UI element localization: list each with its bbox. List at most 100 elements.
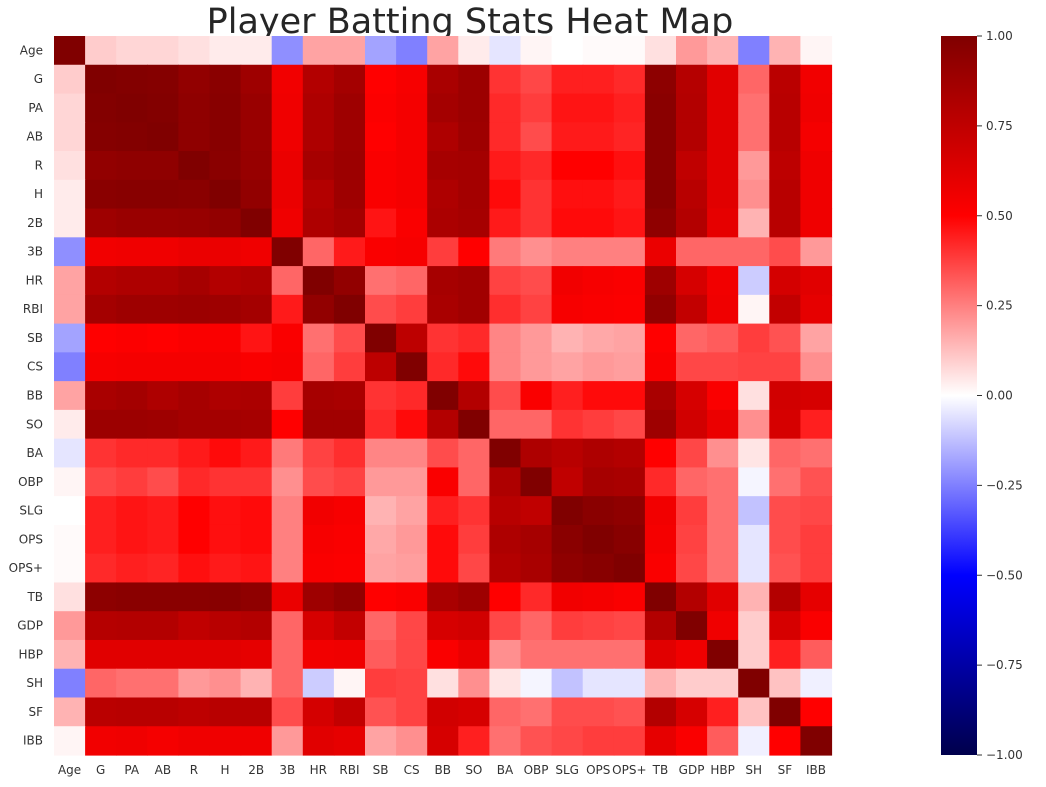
heatmap-cell-RBI-IBB	[800, 294, 833, 325]
heatmap-cell-3B-Age	[54, 237, 86, 267]
heatmap-cell-2B-PA	[116, 208, 148, 238]
heatmap-cell-CS-OPS	[582, 352, 615, 382]
heatmap-cell-HBP-3B	[271, 639, 304, 670]
y-tick-label: SO	[26, 417, 43, 431]
heatmap-cell-SH-RBI	[333, 668, 366, 699]
heatmap-cell-HBP-AB	[147, 639, 179, 670]
heatmap-cell-H-RBI	[333, 179, 366, 210]
x-tick-label: HR	[310, 763, 327, 777]
heatmap-cell-HBP-SLG	[551, 639, 584, 670]
heatmap-cell-TB-SF	[769, 582, 801, 612]
heatmap-cell-RBI-OPS	[582, 294, 615, 325]
heatmap-cell-R-CS	[396, 151, 428, 181]
colorbar-gradient	[941, 36, 977, 755]
heatmap-cell-GDP-SH	[738, 611, 770, 641]
heatmap-cell-BB-G	[85, 381, 117, 411]
colorbar-tick-label: −0.50	[986, 568, 1023, 582]
heatmap-cell-2B-SB	[365, 208, 397, 238]
heatmap-cell-HR-R	[178, 266, 211, 296]
heatmap-cell-H-3B	[271, 179, 304, 210]
heatmap-cell-2B-OPS	[582, 208, 615, 238]
heatmap-cell-R-BA	[489, 151, 522, 181]
heatmap-cell-3B-HBP	[707, 237, 739, 267]
heatmap-cell-AB-PA	[116, 122, 148, 152]
heatmap-cell-SB-HBP	[707, 323, 739, 353]
heatmap-cell-3B-SLG	[551, 237, 584, 267]
heatmap-cell-R-R	[178, 151, 211, 181]
heatmap-cell-PA-OPS+	[613, 93, 646, 123]
heatmap-cell-Age-IBB	[800, 36, 833, 66]
heatmap-cell-HR-H	[209, 266, 242, 296]
heatmap-cell-HBP-Age	[54, 639, 86, 670]
heatmap-cell-Age-BB	[427, 36, 459, 66]
heatmap-cell-TB-SO	[458, 582, 490, 612]
y-tick-label: SH	[26, 676, 43, 690]
heatmap-cell-BB-OPS+	[613, 381, 646, 411]
heatmap-cell-H-H	[209, 179, 242, 210]
y-tick-label: TB	[26, 590, 43, 604]
heatmap-cell-GDP-OBP	[520, 611, 553, 641]
heatmap-cell-R-SB	[365, 151, 397, 181]
heatmap-cell-HR-G	[85, 266, 117, 296]
heatmap-cell-IBB-G	[85, 726, 117, 756]
heatmap-cell-PA-AB	[147, 93, 179, 123]
heatmap-cell-GDP-SF	[769, 611, 801, 641]
heatmap-cell-G-2B	[240, 64, 273, 95]
x-tick-label: H	[221, 763, 230, 777]
heatmap-cell-SB-R	[178, 323, 211, 353]
heatmap-cell-SB-RBI	[333, 323, 366, 353]
heatmap-cell-PA-OBP	[520, 93, 553, 123]
heatmap-cell-SB-2B	[240, 323, 273, 353]
heatmap-cell-BB-SF	[769, 381, 801, 411]
heatmap-cell-PA-IBB	[800, 93, 833, 123]
heatmap-cell-G-HR	[302, 64, 335, 95]
heatmap-cell-SO-H	[209, 409, 242, 440]
heatmap-cell-SO-SO	[458, 409, 490, 440]
x-tick-label: R	[190, 763, 198, 777]
heatmap-cell-BA-IBB	[800, 438, 833, 468]
heatmap-cell-SLG-Age	[54, 496, 86, 526]
heatmap-cell-Age-HBP	[707, 36, 739, 66]
heatmap-cell-HR-OPS+	[613, 266, 646, 296]
heatmap-cell-H-SH	[738, 179, 770, 210]
heatmap-cell-TB-G	[85, 582, 117, 612]
x-tick-label: SF	[778, 763, 793, 777]
heatmap-cell-SF-GDP	[676, 697, 708, 727]
colorbar-ticks: 1.00 0.75 0.50 0.25 0.00 −0.25 −0.50 −0.75 −1.00	[977, 29, 1023, 762]
heatmap-cell-H-IBB	[800, 179, 833, 210]
heatmap-cell-OBP-SLG	[551, 467, 584, 497]
x-tick-label: GDP	[679, 763, 705, 777]
heatmap-cell-H-SLG	[551, 179, 584, 210]
heatmap-cell-OPS-TB	[644, 524, 677, 555]
heatmap-cell-RBI-SO	[458, 294, 490, 325]
heatmap-cell-R-IBB	[800, 151, 833, 181]
heatmap-cell-RBI-BB	[427, 294, 459, 325]
heatmap-cell-SF-SLG	[551, 697, 584, 727]
heatmap-cell-AB-R	[178, 122, 211, 152]
heatmap-cell-BA-BA	[489, 438, 522, 468]
heatmap-cell-SO-AB	[147, 409, 179, 440]
heatmap-cell-Age-SB	[365, 36, 397, 66]
heatmap-cell-SLG-SB	[365, 496, 397, 526]
heatmap-cell-OBP-GDP	[676, 467, 708, 497]
heatmap-cell-BA-HR	[302, 438, 335, 468]
heatmap-cell-OBP-SF	[769, 467, 801, 497]
heatmap-cell-HR-GDP	[676, 266, 708, 296]
heatmap-cell-SB-TB	[644, 323, 677, 353]
heatmap-cell-SH-SB	[365, 668, 397, 699]
heatmap-cell-OPS+-HR	[302, 553, 335, 584]
heatmap-cell-Age-SLG	[551, 36, 584, 66]
heatmap-cell-2B-OBP	[520, 208, 553, 238]
heatmap-cell-IBB-TB	[644, 726, 677, 756]
heatmap-cell-2B-G	[85, 208, 117, 238]
heatmap-cell-SLG-BB	[427, 496, 459, 526]
heatmap-cell-BB-IBB	[800, 381, 833, 411]
heatmap-cell-GDP-BB	[427, 611, 459, 641]
heatmap-cell-IBB-IBB	[800, 726, 833, 756]
heatmap-cell-OPS-HR	[302, 524, 335, 555]
heatmap-cell-CS-AB	[147, 352, 179, 382]
heatmap-cell-OBP-BB	[427, 467, 459, 497]
heatmap-cell-SH-G	[85, 668, 117, 699]
heatmap-cell-CS-2B	[240, 352, 273, 382]
heatmap-cell-OPS+-OBP	[520, 553, 553, 584]
